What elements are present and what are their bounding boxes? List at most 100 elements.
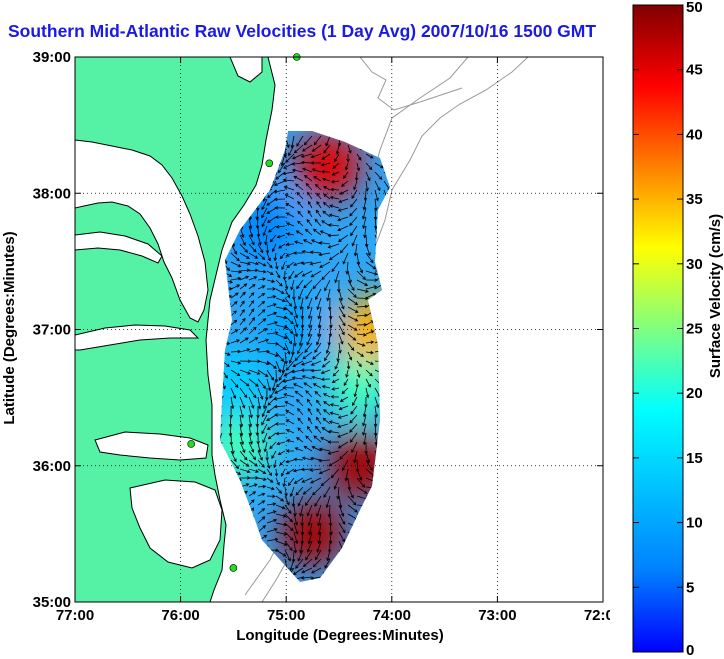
velocity-vector <box>248 243 257 253</box>
velocity-vector <box>285 410 295 416</box>
velocity-vector <box>284 333 293 345</box>
velocity-vector <box>301 456 313 461</box>
velocity-vector <box>257 252 266 260</box>
velocity-vector <box>347 297 359 306</box>
velocity-vector <box>267 432 277 440</box>
velocity-vector <box>248 225 254 238</box>
velocity-vector <box>266 295 277 299</box>
velocity-vector <box>327 233 340 238</box>
velocity-vector <box>230 292 239 299</box>
velocity-vector <box>248 337 259 344</box>
velocity-vector <box>267 396 277 406</box>
velocity-vector <box>289 558 295 572</box>
velocity-vector <box>312 351 322 360</box>
velocity-vector <box>266 502 277 506</box>
velocity-vector <box>275 378 286 388</box>
velocity-vector <box>295 183 304 191</box>
velocity-vector <box>347 279 355 292</box>
velocity-vector <box>248 300 255 308</box>
velocity-vector <box>365 153 374 159</box>
velocity-vector <box>248 292 255 299</box>
velocity-vector <box>374 180 381 192</box>
velocity-vector <box>300 160 313 165</box>
velocity-vector <box>284 522 294 532</box>
velocity-vector <box>365 162 373 171</box>
velocity-vector <box>275 477 280 486</box>
velocity-vector <box>338 315 346 327</box>
velocity-vector <box>261 198 268 211</box>
velocity-vector <box>356 342 366 347</box>
velocity-vector <box>347 144 352 154</box>
velocity-vector <box>220 423 223 436</box>
velocity-vector <box>347 333 357 341</box>
colorbar-tick-label: 15 <box>686 450 703 467</box>
velocity-vector <box>310 368 322 373</box>
velocity-vector <box>281 261 286 271</box>
velocity-vector <box>275 342 287 351</box>
velocity-vector <box>288 144 295 157</box>
velocity-vector <box>365 252 374 264</box>
velocity-vector <box>306 540 313 553</box>
velocity-vector <box>291 162 304 166</box>
velocity-vector <box>285 203 295 209</box>
velocity-vector <box>374 171 383 181</box>
velocity-vector <box>266 341 280 346</box>
velocity-vector <box>292 468 304 473</box>
velocity-vector <box>320 377 331 382</box>
velocity-vector <box>239 450 248 461</box>
velocity-vector <box>299 540 304 554</box>
velocity-vector <box>285 429 295 434</box>
colorbar-tick-label: 5 <box>686 579 694 596</box>
velocity-vector <box>307 297 313 310</box>
velocity-vector <box>307 306 313 320</box>
velocity-vector <box>248 276 258 281</box>
velocity-vector <box>257 500 266 506</box>
velocity-vector <box>262 225 268 237</box>
velocity-vector <box>275 486 283 494</box>
velocity-vector <box>230 301 238 308</box>
velocity-vector <box>323 351 331 362</box>
velocity-vector <box>285 242 295 247</box>
velocity-vector <box>286 232 295 236</box>
velocity-vector <box>302 486 313 495</box>
radar-site-marker <box>187 440 195 448</box>
velocity-vector <box>266 207 277 214</box>
velocity-vector <box>274 215 286 219</box>
velocity-vector <box>353 243 358 257</box>
velocity-vector <box>281 468 286 477</box>
velocity-vector <box>273 252 278 262</box>
velocity-vector <box>325 342 331 355</box>
chesapeake-bay <box>75 139 209 323</box>
velocity-vector <box>338 306 346 318</box>
velocity-vector <box>275 431 286 436</box>
velocity-vector <box>313 435 322 443</box>
velocity-vector <box>257 338 270 344</box>
velocity-vector <box>296 191 304 200</box>
velocity-vector <box>239 268 251 273</box>
velocity-vector <box>312 486 322 496</box>
velocity-vector <box>342 459 349 472</box>
velocity-vector <box>300 261 313 265</box>
velocity-vector <box>266 360 277 369</box>
velocity-vector <box>300 576 313 580</box>
velocity-vector <box>248 405 253 419</box>
velocity-vector <box>257 441 262 454</box>
velocity-vector <box>239 387 248 399</box>
velocity-vector <box>266 321 279 326</box>
velocity-vector <box>304 342 313 353</box>
velocity-vector <box>307 191 313 200</box>
velocity-vector <box>248 284 256 290</box>
velocity-vector <box>296 279 304 290</box>
velocity-vector <box>271 243 277 253</box>
velocity-vector <box>266 279 276 283</box>
velocity-vector <box>305 182 313 191</box>
velocity-vector <box>324 558 331 569</box>
velocity-vector <box>365 330 375 335</box>
velocity-vector <box>349 414 358 424</box>
velocity-vector <box>303 135 313 146</box>
velocity-vector <box>266 378 272 392</box>
velocity-vector <box>365 285 378 290</box>
velocity-vector <box>239 378 250 387</box>
velocity-vector <box>365 340 375 345</box>
velocity-vector <box>315 399 322 407</box>
